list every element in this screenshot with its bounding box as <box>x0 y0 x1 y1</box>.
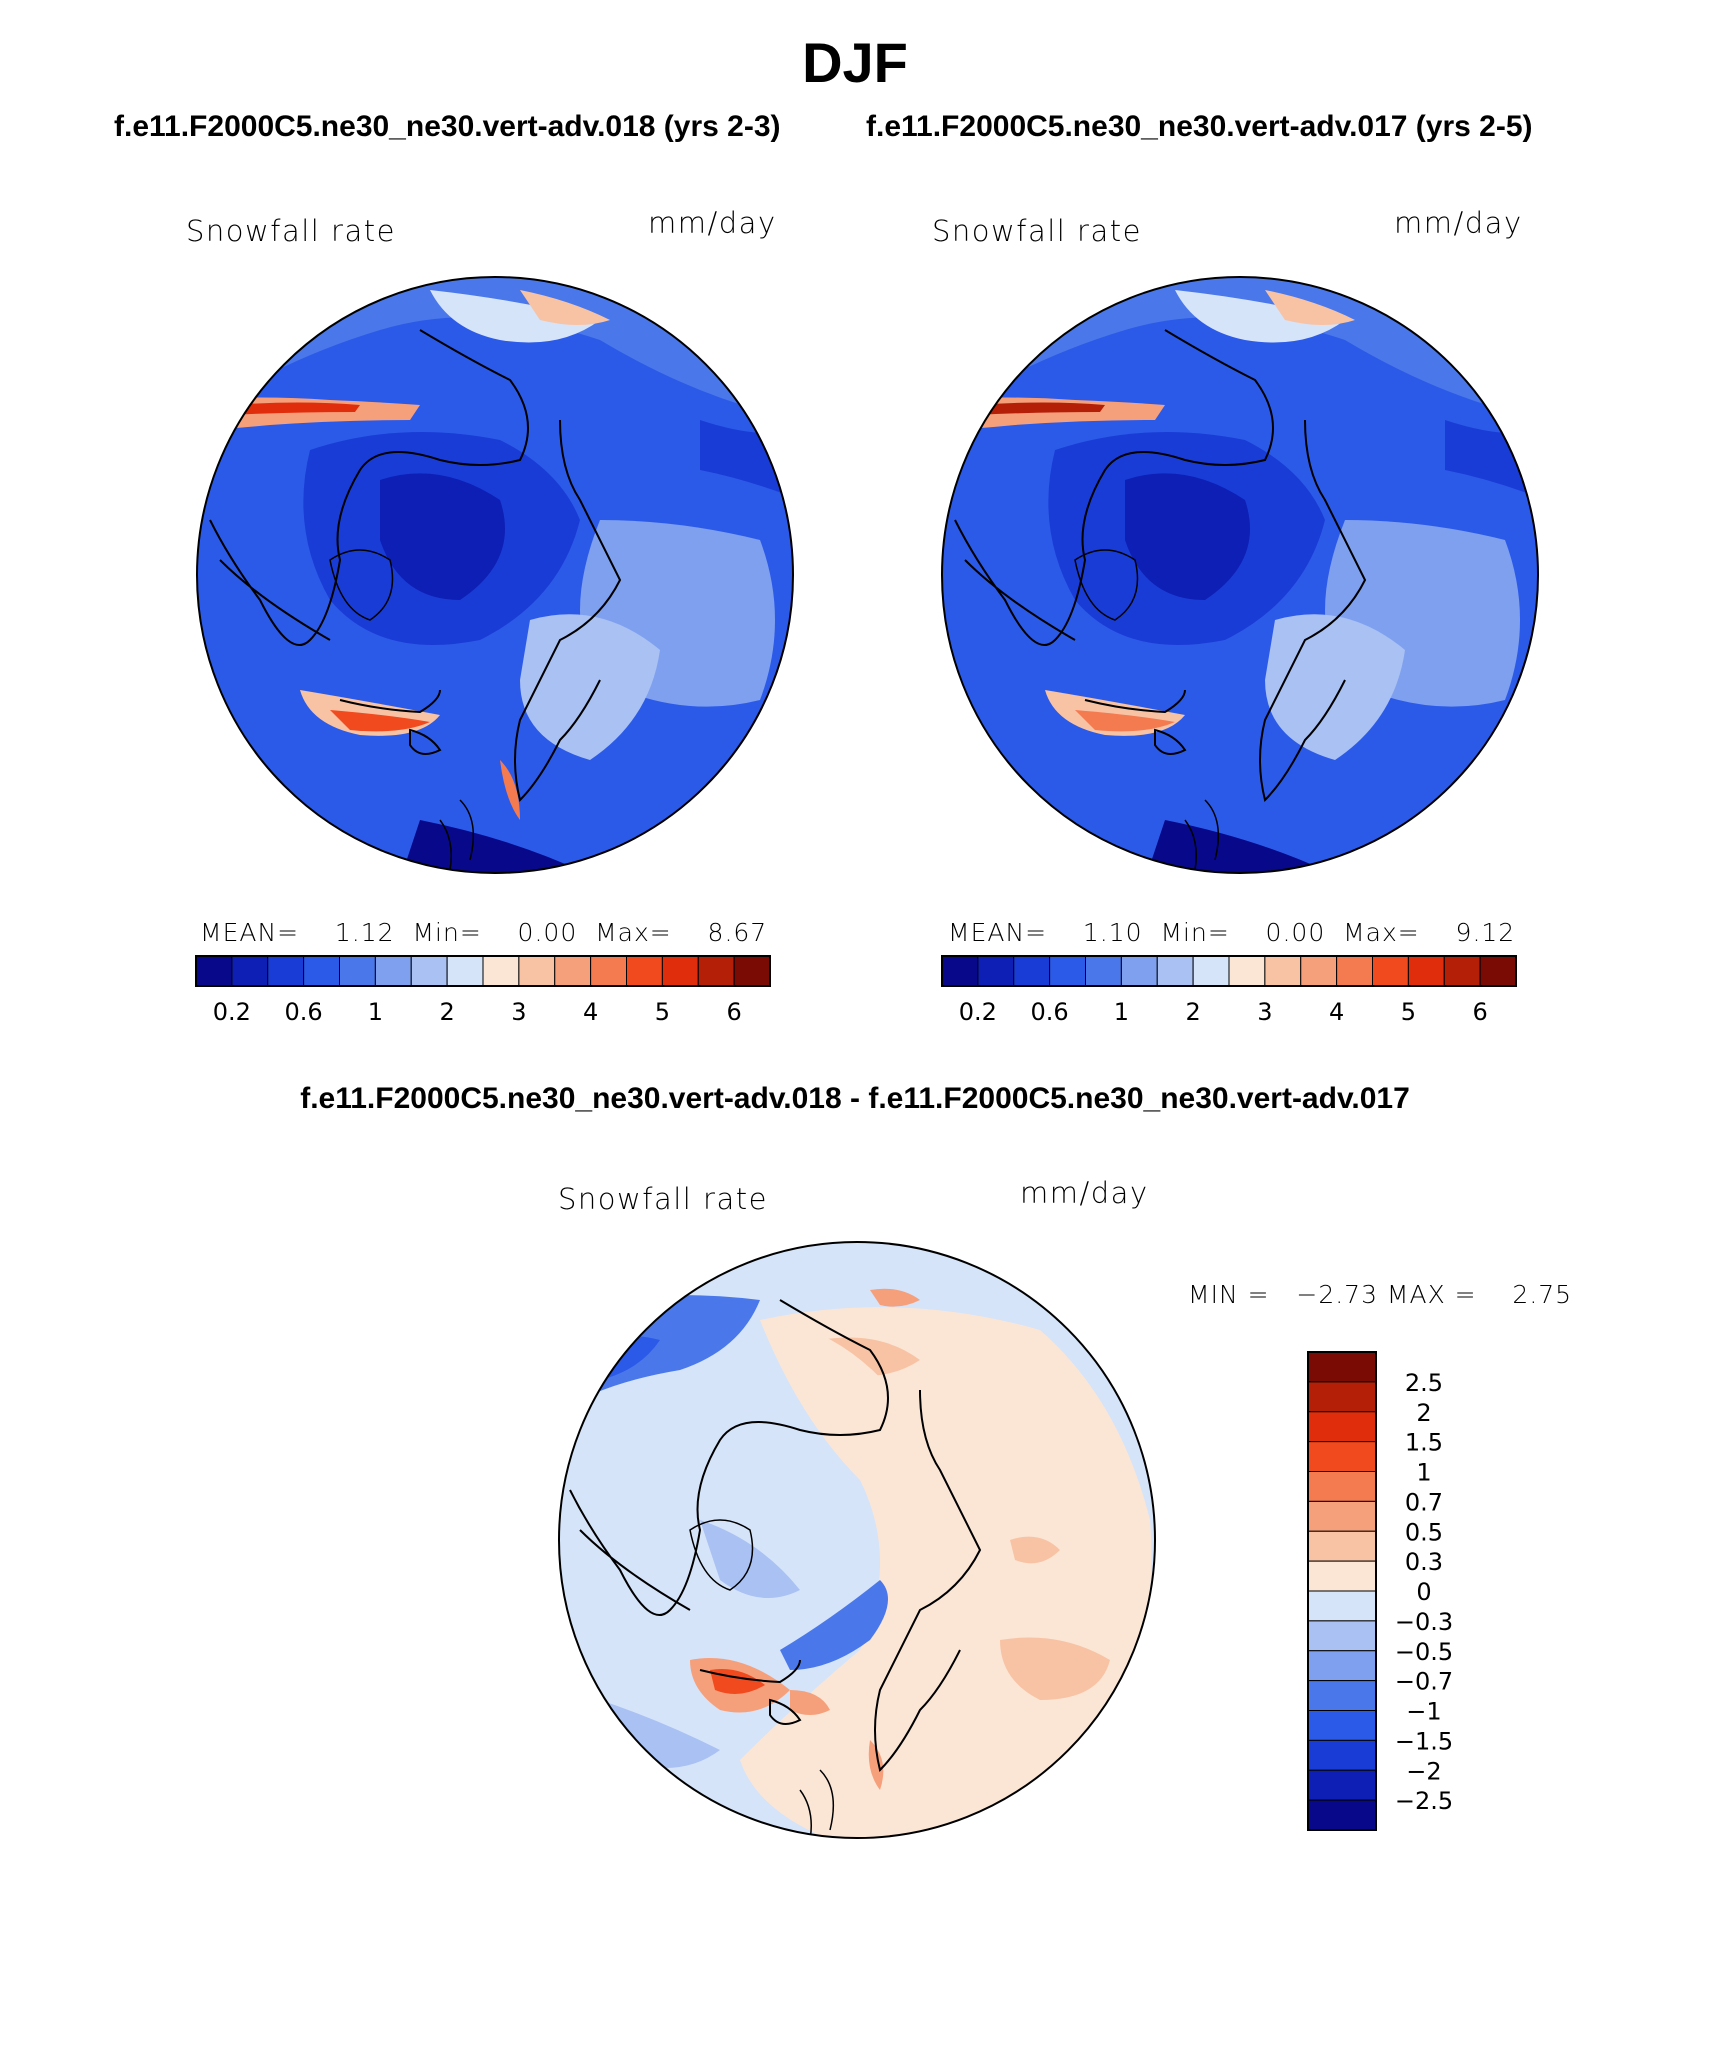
panel1-units-label: mm/day <box>648 206 777 240</box>
panel1-colorbar-tick-label: 0.6 <box>285 998 323 1026</box>
diff-colorbar-tick-label: 2.5 <box>1405 1369 1443 1397</box>
figure-title: DJF <box>802 31 908 94</box>
diff-title: f.e11.F2000C5.ne30_ne30.vert-adv.018 - f… <box>300 1082 1410 1115</box>
panel2-colorbar-tick-label: 0.2 <box>959 998 997 1026</box>
panel1-colorbar-swatch <box>410 955 448 987</box>
diff-colorbar-tick-label: 1 <box>1416 1459 1431 1487</box>
panel1-colorbar-swatch <box>374 955 412 987</box>
diff-colorbar-tick-label: 0.7 <box>1405 1488 1443 1516</box>
panel2-colorbar-tick-label: 3 <box>1257 998 1272 1026</box>
diff-stats: MIN = −2.73 MAX = 2.75 <box>1188 1280 1573 1309</box>
panel1-colorbar-swatch <box>303 955 340 987</box>
panel2-colorbar-swatch <box>1372 955 1409 987</box>
panel2-colorbar-swatch <box>1336 955 1373 987</box>
panel1-colorbar-swatch <box>231 955 269 987</box>
diff-colorbar-swatch <box>1307 1710 1377 1741</box>
diff-colorbar-swatch <box>1307 1411 1377 1443</box>
diff-colorbar-tick-label: −2.5 <box>1395 1787 1453 1815</box>
panel1-colorbar-tick-label: 0.2 <box>213 998 251 1026</box>
panel2-colorbar-tick-label: 5 <box>1401 998 1416 1026</box>
panel2-colorbar-tick-label: 1 <box>1114 998 1129 1026</box>
panel1-colorbar-tick-label: 6 <box>726 998 741 1026</box>
diff-colorbar-tick-label: −1 <box>1406 1698 1441 1726</box>
diff-colorbar-tick-label: −0.5 <box>1395 1638 1453 1666</box>
panel2-colorbar-swatch <box>1479 955 1517 987</box>
diff-colorbar-swatch <box>1307 1739 1377 1771</box>
panel1-colorbar-swatch <box>482 955 520 987</box>
panel2-map <box>942 277 1538 873</box>
diff-colorbar-tick-label: −2 <box>1406 1757 1441 1785</box>
panel2-colorbar-swatch <box>1443 955 1481 987</box>
diff-colorbar: 2.521.510.70.50.30−0.3−0.5−0.7−1−1.5−2−2… <box>1307 1351 1453 1831</box>
panel2-colorbar-swatch <box>1228 955 1266 987</box>
panel1-colorbar-swatch <box>518 955 556 987</box>
panel2-colorbar-swatch <box>1192 955 1230 987</box>
panel2-colorbar-swatch <box>1013 955 1051 987</box>
panel1-stats: MEAN= 1.12 Min= 0.00 Max= 8.67 <box>200 918 768 947</box>
panel1-colorbar-tick-label: 2 <box>439 998 454 1026</box>
panel1-colorbar: 0.2 0.6 1 2 3 4 5 6 <box>195 955 771 1026</box>
panel2-colorbar-tick-label: 6 <box>1472 998 1487 1026</box>
panel1-colorbar-tick-label: 1 <box>368 998 383 1026</box>
panel1-colorbar-tick-label: 5 <box>655 998 670 1026</box>
diff-colorbar-tick-label: −0.7 <box>1395 1668 1453 1696</box>
panel2-colorbar-swatch <box>1156 955 1194 987</box>
panel1-colorbar-tick-label: 3 <box>511 998 526 1026</box>
panel1-colorbar-swatch <box>446 955 484 987</box>
panel2-colorbar-swatch <box>977 955 1015 987</box>
panel2-colorbar-swatch <box>941 955 979 987</box>
diff-colorbar-swatch <box>1307 1381 1377 1413</box>
panel2-colorbar-tick-label: 4 <box>1329 998 1344 1026</box>
panel1-colorbar-swatch <box>339 955 376 987</box>
diff-colorbar-swatch <box>1307 1560 1377 1592</box>
panel1-colorbar-swatch <box>590 955 627 987</box>
panel2-colorbar-swatch <box>1120 955 1158 987</box>
diff-map <box>559 1242 1155 1838</box>
diff-colorbar-tick-label: −1.5 <box>1395 1727 1453 1755</box>
panel2-colorbar-tick-label: 2 <box>1185 998 1200 1026</box>
diff-colorbar-swatch <box>1307 1500 1377 1532</box>
panel2-units-label: mm/day <box>1394 206 1523 240</box>
subtitle-run-b: f.e11.F2000C5.ne30_ne30.vert-adv.017 (yr… <box>866 110 1533 143</box>
diff-colorbar-tick-label: 1.5 <box>1405 1429 1443 1457</box>
panel2-colorbar-tick-label: 0.6 <box>1031 998 1069 1026</box>
panel1-colorbar-swatch <box>267 955 305 987</box>
panel2-colorbar-swatch <box>1264 955 1302 987</box>
diff-colorbar-tick-label: −0.3 <box>1395 1608 1453 1636</box>
diff-colorbar-swatch <box>1307 1769 1377 1801</box>
panel2-colorbar: 0.2 0.6 1 2 3 4 5 6 <box>941 955 1517 1026</box>
panel1-colorbar-swatch <box>697 955 735 987</box>
panel2-colorbar-swatch <box>1049 955 1086 987</box>
diff-colorbar-swatch <box>1307 1620 1377 1652</box>
panel1-colorbar-swatch <box>195 955 233 987</box>
panel2-stats: MEAN= 1.10 Min= 0.00 Max= 9.12 <box>948 918 1516 947</box>
diff-colorbar-tick-label: 0.5 <box>1405 1518 1443 1546</box>
diff-colorbar-swatch <box>1307 1590 1377 1622</box>
diff-colorbar-swatch <box>1307 1471 1377 1502</box>
subtitle-run-a: f.e11.F2000C5.ne30_ne30.vert-adv.018 (yr… <box>114 110 781 143</box>
panel1-colorbar-swatch <box>626 955 663 987</box>
panel1-colorbar-tick-label: 4 <box>583 998 598 1026</box>
diff-units-label: mm/day <box>1020 1176 1149 1210</box>
panel1-colorbar-swatch <box>554 955 592 987</box>
diff-colorbar-tick-label: 2 <box>1416 1399 1431 1427</box>
diff-colorbar-swatch <box>1307 1530 1377 1562</box>
diff-colorbar-tick-label: 0 <box>1416 1578 1431 1606</box>
panel1-variable-label: Snowfall rate <box>186 214 396 248</box>
panel1-colorbar-swatch <box>733 955 771 987</box>
diff-colorbar-swatch <box>1307 1650 1377 1682</box>
diff-colorbar-swatch <box>1307 1351 1377 1383</box>
panel2-colorbar-swatch <box>1085 955 1122 987</box>
diff-colorbar-tick-label: 0.3 <box>1405 1548 1443 1576</box>
panel2-variable-label: Snowfall rate <box>932 214 1142 248</box>
diff-colorbar-swatch <box>1307 1441 1377 1472</box>
panel1-colorbar-swatch <box>661 955 699 987</box>
diff-variable-label: Snowfall rate <box>558 1182 768 1216</box>
panel2-colorbar-swatch <box>1300 955 1338 987</box>
diff-colorbar-swatch <box>1307 1680 1377 1711</box>
panel2-colorbar-swatch <box>1407 955 1445 987</box>
panel1-map <box>197 277 793 873</box>
diff-colorbar-swatch <box>1307 1799 1377 1831</box>
